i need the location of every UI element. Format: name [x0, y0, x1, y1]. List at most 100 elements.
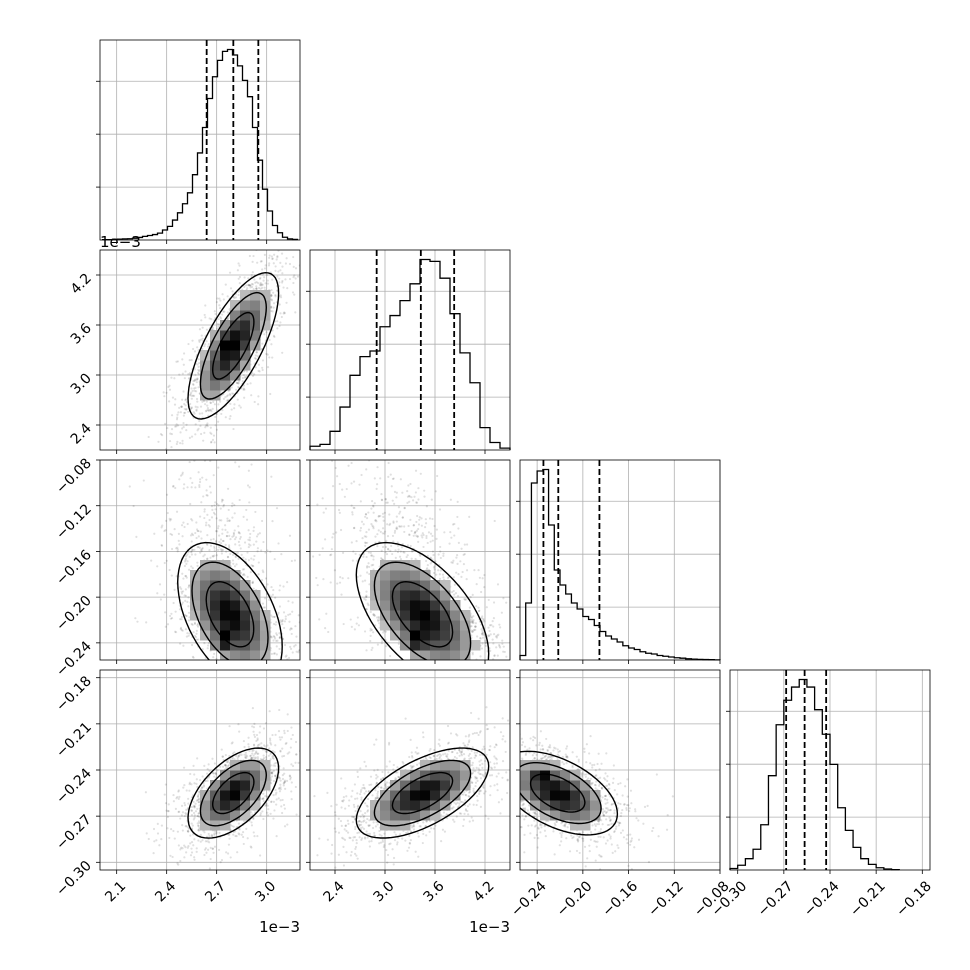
sample-point [492, 633, 496, 636]
sample-point [187, 568, 191, 571]
sample-point [263, 267, 267, 270]
sample-point [369, 610, 372, 614]
sample-point [177, 411, 180, 414]
sample-point [179, 474, 183, 477]
sample-point [176, 440, 179, 443]
sample-point [225, 399, 228, 402]
sample-point [352, 550, 355, 553]
sample-point [209, 408, 212, 411]
sample-point [210, 835, 213, 838]
sample-point [461, 662, 463, 664]
sample-point [233, 538, 237, 541]
sample-point [197, 529, 200, 533]
sample-point [384, 545, 387, 549]
sample-point [262, 540, 265, 544]
sample-point [175, 547, 178, 550]
sample-point [268, 256, 271, 259]
sample-point [193, 426, 195, 428]
sample-point [182, 421, 185, 425]
sample-point [364, 515, 367, 518]
sample-point [201, 347, 204, 350]
sample-point [176, 413, 179, 416]
sample-point [214, 501, 217, 504]
sample-point [332, 532, 335, 536]
sample-point [474, 665, 476, 667]
sample-point [478, 609, 481, 612]
sample-point [496, 654, 499, 657]
sample-point [382, 631, 385, 634]
sample-point [377, 515, 380, 518]
sample-point [468, 667, 470, 669]
sample-point [134, 617, 137, 620]
density-cell [230, 300, 241, 311]
sample-point [170, 432, 173, 436]
sample-point [273, 762, 276, 765]
sample-point [208, 518, 211, 522]
sample-point [163, 793, 166, 796]
sample-point [203, 345, 206, 348]
sample-point [422, 545, 425, 549]
sample-point [243, 745, 246, 749]
sample-point [325, 612, 328, 615]
sample-point [411, 499, 415, 502]
density-cell [230, 350, 241, 361]
sample-point [231, 290, 234, 293]
sample-point [199, 530, 202, 533]
sample-point [268, 338, 271, 342]
sample-point [206, 534, 209, 537]
sample-point [190, 565, 193, 568]
sample-point [270, 293, 273, 297]
sample-point [238, 465, 241, 468]
sample-point [213, 310, 216, 313]
sample-point [266, 282, 270, 285]
sample-point [206, 494, 209, 497]
density-cell [450, 620, 461, 631]
sample-point [212, 555, 215, 558]
sample-point [243, 285, 246, 289]
sample-point [371, 646, 374, 649]
sample-point [239, 547, 242, 550]
sample-point [477, 569, 480, 572]
sample-point [246, 551, 249, 554]
sample-point [352, 506, 355, 509]
sample-point [213, 441, 216, 444]
sample-point [205, 478, 208, 481]
sample-point [283, 311, 286, 314]
density-cell [390, 560, 401, 571]
sample-point [291, 291, 295, 294]
sample-point [291, 651, 294, 654]
sample-point [250, 463, 253, 466]
sample-point [373, 614, 376, 617]
sample-point [353, 628, 356, 631]
sample-point [432, 553, 435, 557]
density-cell [250, 610, 261, 621]
sample-point [255, 351, 258, 354]
sample-point [268, 598, 271, 602]
sample-point [196, 814, 199, 818]
sample-point [248, 501, 251, 504]
sample-point [270, 294, 273, 297]
sample-point [365, 531, 368, 534]
sample-point [234, 664, 236, 666]
sample-point [284, 787, 287, 790]
sample-point [351, 451, 353, 453]
sample-point [275, 639, 278, 643]
sample-point [396, 544, 400, 547]
sample-point [296, 245, 298, 247]
sample-point [145, 621, 148, 624]
sample-point [417, 498, 420, 501]
sample-point [412, 524, 415, 527]
sample-point [209, 426, 212, 429]
sample-point [210, 410, 213, 413]
sample-point [178, 406, 181, 410]
sample-point [283, 807, 286, 810]
sample-point [257, 403, 260, 406]
sample-point [214, 424, 217, 427]
sample-point [211, 438, 215, 442]
sample-point [190, 809, 193, 812]
sample-point [218, 304, 221, 307]
sample-point [162, 391, 165, 394]
sample-point [264, 264, 267, 267]
sample-point [248, 254, 251, 258]
sample-point [233, 407, 236, 410]
